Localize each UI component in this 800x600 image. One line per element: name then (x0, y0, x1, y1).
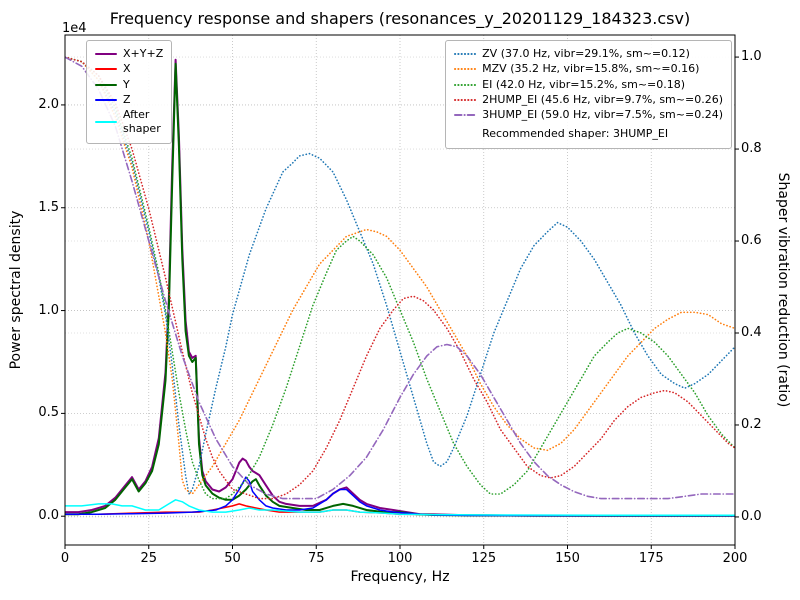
legend-item-label: X (123, 62, 131, 76)
x-tick-label: 200 (722, 551, 748, 566)
legend-line-swatch (454, 83, 477, 86)
legend-item: X+Y+Z (95, 47, 163, 61)
curve-x_plus_y_plus_z (65, 58, 735, 517)
curve-after_shaper (65, 499, 735, 516)
x-tick-label: 25 (140, 551, 158, 566)
legend-line-swatch (454, 114, 477, 117)
y-tick-label-right: 0.4 (741, 324, 762, 340)
curve-z (65, 476, 735, 517)
legend-item: EI (42.0 Hz, vibr=15.2%, sm~=0.18) (454, 78, 723, 92)
legend-item-label: Y (123, 77, 130, 91)
legend-line-swatch (454, 68, 477, 71)
legend-psd: X+Y+Z X Y Z After shaper (86, 40, 173, 144)
y-tick-label-left: 0.0 (38, 508, 59, 524)
curve-3HUMP_EI (65, 56, 735, 500)
y-tick-label-right: 1.0 (741, 49, 762, 65)
legend-line-swatch (95, 121, 117, 124)
legend-shapers: ZV (37.0 Hz, vibr=29.1%, sm~=0.12) MZV (3… (445, 40, 732, 149)
y-tick-label-right: 0.6 (741, 233, 762, 249)
y-tick-label-left: 0.5 (38, 405, 59, 421)
x-tick-label: 100 (387, 551, 413, 566)
x-tick-label: 125 (471, 551, 497, 566)
legend-line-swatch (454, 99, 477, 102)
legend-line-swatch (95, 83, 117, 86)
axis-offset-text: 1e4 (62, 21, 87, 36)
x-tick-label: 75 (307, 551, 325, 566)
curve-MZV (65, 56, 735, 495)
legend-item-label: ZV (37.0 Hz, vibr=29.1%, sm~=0.12) (482, 47, 690, 60)
legend-line-swatch (95, 53, 117, 56)
legend-item-label: X+Y+Z (123, 47, 164, 60)
legend-item: MZV (35.2 Hz, vibr=15.8%, sm~=0.16) (454, 62, 723, 76)
curve-EI (65, 56, 735, 500)
left-axis-label: Power spectral density (8, 210, 24, 370)
curve-ZV (65, 56, 735, 495)
x-tick-label: 175 (638, 551, 664, 566)
right-axis-label: Shaper vibration reduction (ratio) (775, 172, 791, 408)
x-tick-label: 150 (555, 551, 580, 566)
legend-item-label: 2HUMP_EI (45.6 Hz, vibr=9.7%, sm~=0.26) (482, 92, 723, 106)
legend-item-label: EI (42.0 Hz, vibr=15.2%, sm~=0.18) (482, 77, 686, 91)
legend-line-swatch (95, 68, 117, 71)
legend-item-label: After shaper (123, 108, 161, 136)
y-tick-label-left: 1.0 (38, 302, 59, 318)
legend-item: After shaper (95, 108, 163, 137)
legend-line-swatch (95, 99, 117, 102)
x-tick-label: 50 (224, 551, 241, 566)
x-tick-label: 0 (60, 551, 70, 566)
y-tick-label-left: 1.5 (38, 199, 59, 215)
curve-2HUMP_EI (65, 56, 735, 500)
y-tick-label-right: 0.2 (741, 416, 762, 432)
legend-item-label: Z (123, 92, 131, 106)
legend-line-swatch (454, 53, 477, 56)
legend-item-label: 3HUMP_EI (59.0 Hz, vibr=7.5%, sm~=0.24) (482, 108, 723, 122)
legend-item: X (95, 62, 163, 76)
chart-title: Frequency response and shapers (resonanc… (109, 9, 691, 28)
recommended-shaper-note: Recommended shaper: 3HUMP_EI (482, 127, 669, 141)
legend-item: Y (95, 78, 163, 92)
legend-item: ZV (37.0 Hz, vibr=29.1%, sm~=0.12) (454, 47, 723, 61)
legend-item: 2HUMP_EI (45.6 Hz, vibr=9.7%, sm~=0.26) (454, 93, 723, 107)
legend-item: 3HUMP_EI (59.0 Hz, vibr=7.5%, sm~=0.24) (454, 108, 723, 122)
legend-item: Z (95, 93, 163, 107)
y-tick-label-right: 0.0 (741, 508, 762, 524)
y-tick-label-left: 2.0 (38, 96, 59, 112)
y-tick-label-right: 0.8 (741, 141, 762, 157)
legend-item-label: MZV (35.2 Hz, vibr=15.8%, sm~=0.16) (482, 62, 700, 76)
x-axis-label: Frequency, Hz (350, 569, 450, 585)
